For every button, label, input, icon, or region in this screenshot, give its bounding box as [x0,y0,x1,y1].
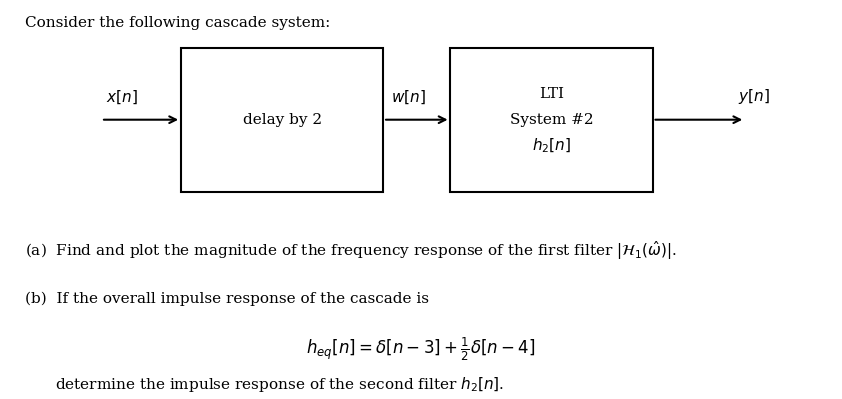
FancyBboxPatch shape [450,48,653,192]
Text: $w[n]$: $w[n]$ [391,88,426,106]
Text: determine the impulse response of the second filter $h_2[n]$.: determine the impulse response of the se… [55,375,504,394]
Text: $y[n]$: $y[n]$ [738,87,770,106]
Text: (a)  Find and plot the magnitude of the frequency response of the first filter $: (a) Find and plot the magnitude of the f… [25,239,677,262]
Text: Consider the following cascade system:: Consider the following cascade system: [25,16,331,30]
Text: $x[n]$: $x[n]$ [106,88,138,106]
Text: LTI: LTI [539,87,564,101]
FancyBboxPatch shape [181,48,383,192]
Text: $h_{eq}[n] = \delta[n-3] + \frac{1}{2}\delta[n-4]$: $h_{eq}[n] = \delta[n-3] + \frac{1}{2}\d… [306,335,536,363]
Text: (b)  If the overall impulse response of the cascade is: (b) If the overall impulse response of t… [25,291,429,306]
Text: $h_2[n]$: $h_2[n]$ [532,136,571,155]
Text: System #2: System #2 [509,113,594,127]
Text: delay by 2: delay by 2 [242,113,322,127]
